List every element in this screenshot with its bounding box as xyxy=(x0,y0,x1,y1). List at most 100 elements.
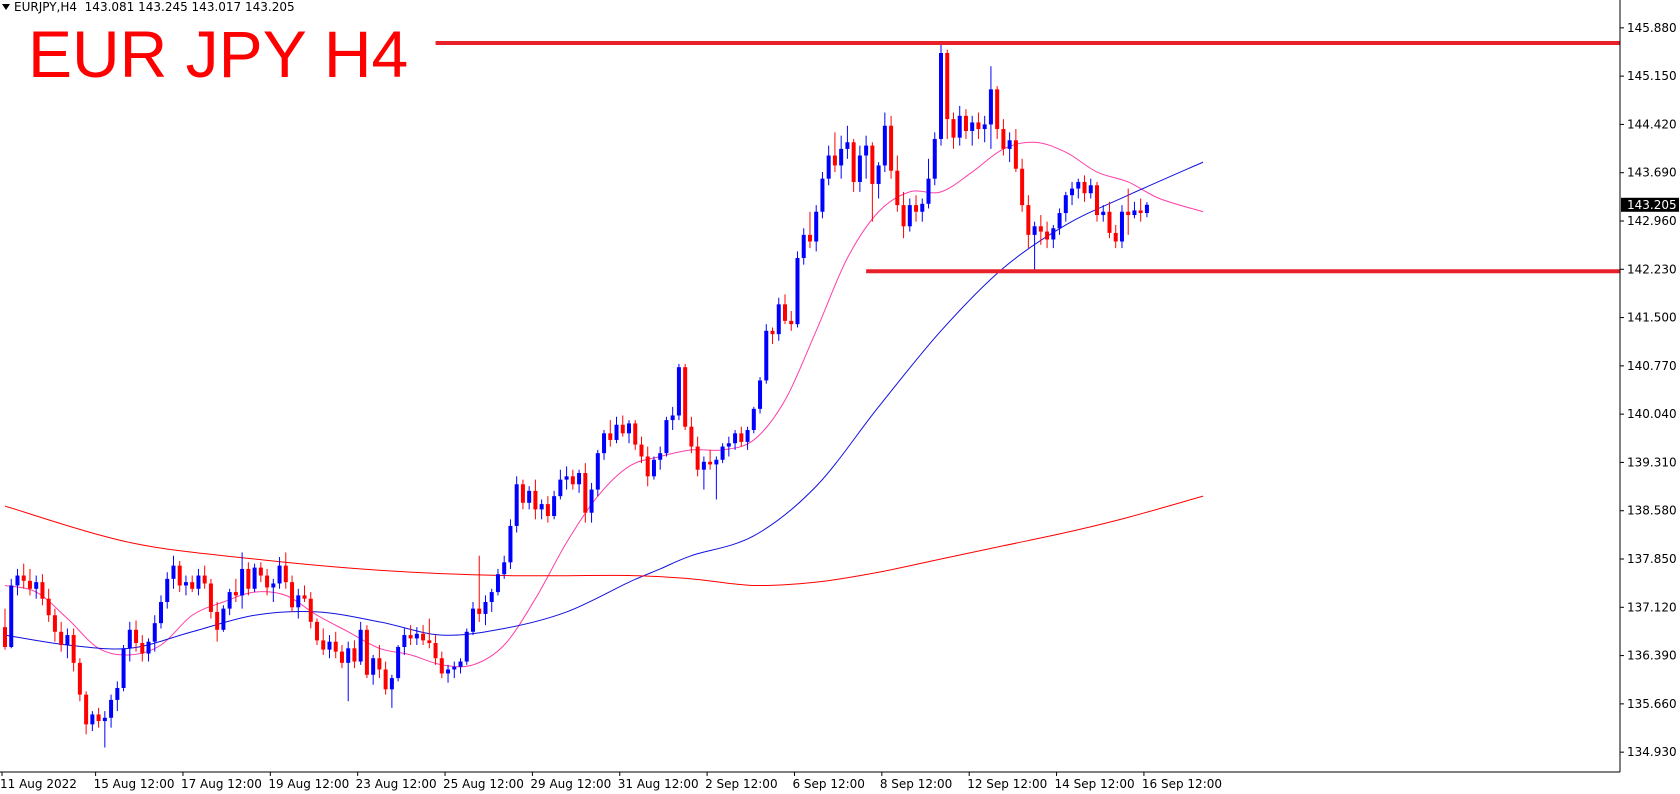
candle-body xyxy=(333,641,338,652)
candle xyxy=(520,479,525,510)
candle xyxy=(1088,178,1093,199)
candle-body xyxy=(77,662,82,695)
candle xyxy=(302,585,307,603)
candle xyxy=(1063,191,1068,222)
candle-body xyxy=(408,635,413,639)
candle xyxy=(739,426,744,447)
candle-body xyxy=(59,631,64,645)
candle-body xyxy=(3,627,7,647)
candle-body xyxy=(9,585,14,647)
candle xyxy=(726,436,731,457)
candle xyxy=(895,155,900,212)
current-price-label: 143.205 xyxy=(1627,198,1677,212)
candle-body xyxy=(683,367,688,427)
candle-body xyxy=(339,651,344,663)
candle-body xyxy=(1113,232,1118,242)
candle xyxy=(352,640,357,669)
candle-body xyxy=(970,122,975,132)
candle-body xyxy=(857,155,862,182)
candle-body xyxy=(758,380,763,409)
candle-body xyxy=(183,582,188,586)
candle-body xyxy=(932,138,937,179)
candle-body xyxy=(177,565,182,586)
candle xyxy=(907,198,912,232)
y-tick-label: 137.120 xyxy=(1627,600,1677,614)
candle xyxy=(458,658,463,674)
candle-body xyxy=(152,623,157,642)
candle xyxy=(764,324,769,384)
candle xyxy=(258,562,263,583)
candle-body xyxy=(963,115,968,132)
candle xyxy=(926,158,931,209)
candle-body xyxy=(477,608,482,614)
candle xyxy=(814,205,819,252)
x-tick-label: 29 Aug 12:00 xyxy=(530,777,611,791)
candle xyxy=(932,132,937,186)
candle-body xyxy=(1063,195,1068,214)
candle xyxy=(514,476,519,533)
candle-body xyxy=(1119,211,1124,242)
candle-body xyxy=(21,575,26,581)
candle-body xyxy=(202,575,207,584)
candle xyxy=(77,658,82,702)
candle-body xyxy=(240,568,245,596)
candle-body xyxy=(627,423,631,434)
candle-body xyxy=(389,678,394,690)
symbol-header: EURJPY,H4 143.081 143.245 143.017 143.20… xyxy=(2,0,295,14)
candle-body xyxy=(1020,168,1025,206)
candle xyxy=(832,132,837,173)
candle-body xyxy=(876,165,881,184)
candle-body xyxy=(471,608,475,632)
candle-body xyxy=(489,592,494,603)
candle xyxy=(477,555,482,622)
candle xyxy=(421,625,426,645)
candle xyxy=(240,552,245,609)
candle xyxy=(589,482,594,523)
candle-body xyxy=(414,633,419,639)
candle xyxy=(864,135,869,179)
candle xyxy=(265,568,270,596)
candle xyxy=(34,575,39,599)
candle-body xyxy=(196,575,201,589)
candle-body xyxy=(502,562,507,575)
candle-body xyxy=(739,433,744,442)
candle-body xyxy=(321,640,326,650)
candle-body xyxy=(845,142,850,149)
candle xyxy=(845,125,850,159)
candle xyxy=(296,588,301,619)
candle xyxy=(1107,201,1112,239)
candle-body xyxy=(327,641,332,650)
candle xyxy=(308,592,313,629)
candle xyxy=(71,628,76,672)
candle xyxy=(227,588,232,616)
candle-body xyxy=(115,687,120,700)
candle-body xyxy=(1132,210,1137,216)
candle xyxy=(1138,198,1143,222)
candle xyxy=(190,575,195,593)
candle xyxy=(1095,181,1099,222)
candle xyxy=(701,456,706,490)
candle xyxy=(839,135,844,179)
candle xyxy=(545,496,550,523)
candle xyxy=(1001,119,1006,156)
candle xyxy=(121,644,126,692)
candle-body xyxy=(789,320,794,325)
candle-body xyxy=(215,611,220,630)
candle xyxy=(65,628,70,659)
candle-body xyxy=(988,89,993,125)
candle-body xyxy=(951,119,956,138)
candle xyxy=(751,406,756,434)
candle-body xyxy=(602,433,607,454)
dropdown-arrow-icon[interactable] xyxy=(2,4,10,10)
candle xyxy=(96,707,101,728)
candle-body xyxy=(134,629,139,644)
candle-body xyxy=(15,575,20,586)
candle xyxy=(714,456,719,500)
candle xyxy=(957,105,962,146)
candle xyxy=(676,363,681,421)
candle xyxy=(889,115,894,179)
moving-averages xyxy=(4,141,1204,668)
candle-body xyxy=(140,643,145,654)
candle xyxy=(402,628,407,655)
